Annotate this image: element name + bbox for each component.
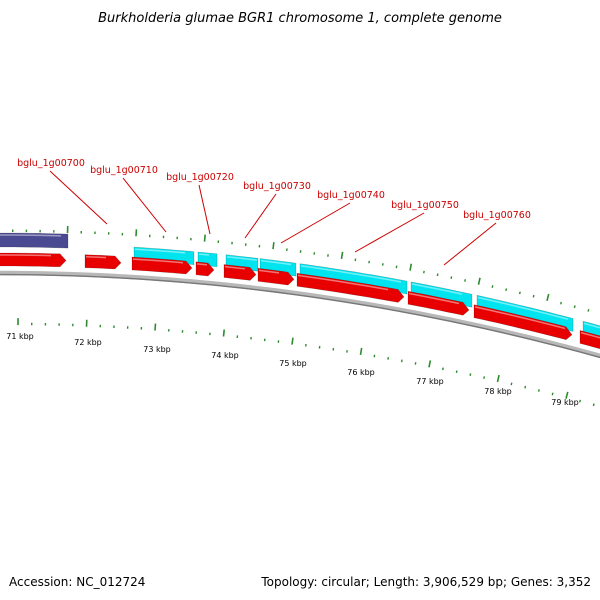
inner-tick-major <box>359 347 363 356</box>
inner-tick-major <box>222 329 226 337</box>
forward-gene-3-shine <box>260 259 292 266</box>
accession-text: Accession: NC_012724 <box>9 575 146 589</box>
forward-gene-2-shine <box>226 256 258 261</box>
gene-label[interactable]: bglu_1g00700 <box>17 158 85 169</box>
gene-label[interactable]: bglu_1g00750 <box>391 200 459 211</box>
inner-tick-minor <box>579 399 582 403</box>
outer-tick-minor <box>491 285 494 288</box>
gene-label[interactable]: bglu_1g00720 <box>166 172 234 183</box>
outer-tick-minor <box>560 301 563 305</box>
outer-tick-minor <box>450 276 453 279</box>
outer-tick-major <box>203 234 206 242</box>
outer-tick-minor <box>518 291 521 295</box>
gene-leader-line <box>198 184 211 235</box>
gene-leader-line <box>443 222 497 266</box>
outer-tick-major <box>272 242 275 250</box>
reverse-gene-1 <box>84 254 122 270</box>
outer-tick-minor <box>464 279 467 282</box>
outer-tick-major <box>340 251 344 259</box>
forward-gene-6-shine <box>477 296 569 320</box>
inner-tick-minor <box>510 382 513 386</box>
forward-gene-0-shine <box>134 248 186 254</box>
inner-tick-minor <box>469 373 472 376</box>
gene-leader-line <box>122 177 167 233</box>
tick-label-layer: 71 kbp 72 kbp 73 kbp 74 kbp 75 kbp 76 kbp 77 k… <box>6 332 579 407</box>
inner-tick-minor <box>524 385 527 389</box>
kbp-tick-label: 74 kbp <box>211 351 239 360</box>
outer-tick-major <box>409 263 413 271</box>
gene-label[interactable]: bglu_1g00740 <box>317 190 385 201</box>
outer-tick-major <box>546 293 550 302</box>
backbone-shadow <box>0 273 600 359</box>
reverse-gene-5 <box>257 267 295 286</box>
gene-label[interactable]: bglu_1g00730 <box>243 181 311 192</box>
reverse-gene-9 <box>579 330 600 350</box>
outer-tick-track <box>12 226 590 312</box>
outer-tick-minor <box>532 294 535 298</box>
reverse-gene-6-shine <box>297 274 389 291</box>
other-feature-block <box>0 232 69 249</box>
kbp-tick-label: 75 kbp <box>279 359 307 368</box>
gene-label[interactable]: bglu_1g00760 <box>463 210 531 221</box>
forward-gene-1-shine <box>198 253 210 256</box>
reverse-gene-7-shine <box>408 292 460 305</box>
reverse-gene-3 <box>195 261 215 277</box>
reverse-gene-8 <box>473 304 573 341</box>
gene-leader-line <box>49 170 108 225</box>
kbp-tick-label: 71 kbp <box>6 332 34 341</box>
reverse-gene-8-shine <box>474 306 566 330</box>
inner-tick-minor <box>592 403 595 407</box>
reverse-gene-3-shine <box>196 263 208 266</box>
reverse-gene-4-shine <box>224 265 246 270</box>
gene-leader-line <box>244 193 277 239</box>
inner-tick-major <box>428 360 432 368</box>
outer-tick-major <box>477 277 481 285</box>
outer-tick-minor <box>505 288 508 292</box>
backbone-circle <box>0 270 600 359</box>
reverse-gene-7 <box>407 290 470 316</box>
kbp-tick-label: 76 kbp <box>347 368 375 377</box>
reverse-gene-1-shine <box>85 255 107 259</box>
other-feature-block-shine <box>0 234 62 237</box>
gene-leader-line <box>280 202 351 244</box>
reverse-gene-6 <box>296 272 405 303</box>
inner-tick-track <box>17 318 595 407</box>
kbp-tick-label: 78 kbp <box>484 387 512 396</box>
reverse-gene-2 <box>131 256 193 275</box>
reverse-gene-0-shine <box>0 254 52 257</box>
forward-gene-4-shine <box>300 265 402 283</box>
inner-tick-major <box>496 374 500 383</box>
inner-tick-minor <box>537 389 540 392</box>
kbp-tick-label: 73 kbp <box>143 345 171 354</box>
kbp-tick-label: 72 kbp <box>74 338 102 347</box>
outer-tick-minor <box>573 305 576 309</box>
inner-tick-minor <box>455 370 458 374</box>
map-title: Burkholderia glumae BGR1 chromosome 1, c… <box>98 11 502 26</box>
inner-tick-minor <box>551 392 554 396</box>
reverse-gene-9-shine <box>580 331 600 339</box>
gene-label-layer: bglu_1g00700 bglu_1g00710 bglu_1g00720bglu… <box>17 158 531 221</box>
reverse-gene-5-shine <box>258 269 280 274</box>
genome-summary-text: Topology: circular; Length: 3,906,529 bp… <box>261 575 591 589</box>
feature-track <box>0 232 600 350</box>
gene-label[interactable]: bglu_1g00710 <box>90 165 158 176</box>
label-leaders <box>49 170 497 266</box>
reverse-gene-0 <box>0 252 67 268</box>
backbone-layer <box>0 270 600 359</box>
kbp-tick-label: 79 kbp <box>551 398 579 407</box>
forward-gene-5-shine <box>411 283 463 295</box>
forward-gene-7-shine <box>583 322 600 329</box>
inner-tick-major <box>291 337 294 345</box>
reverse-gene-2-shine <box>132 258 184 264</box>
kbp-tick-label: 77 kbp <box>416 377 444 386</box>
reverse-gene-4 <box>223 264 257 281</box>
gene-leader-line <box>354 212 425 253</box>
inner-tick-minor <box>483 376 486 379</box>
inner-tick-major <box>565 391 569 399</box>
outer-tick-minor <box>587 308 590 312</box>
